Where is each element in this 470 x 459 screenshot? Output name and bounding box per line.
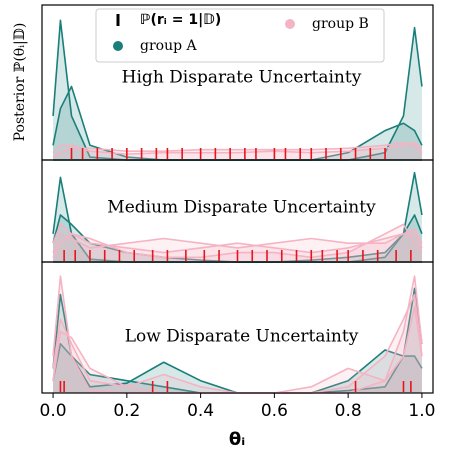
x-tick-label: 0.2 <box>113 401 140 421</box>
x-tick-label: 0.8 <box>335 401 362 421</box>
density-line <box>52 228 423 253</box>
panel-frame <box>41 261 434 394</box>
density-area <box>53 294 422 393</box>
legend-label: group B <box>312 16 369 32</box>
x-tick-label: 0.4 <box>187 401 214 421</box>
density-line <box>52 223 423 254</box>
x-tick-label: 0.6 <box>261 401 288 421</box>
legend-marker <box>113 41 123 51</box>
density-area <box>53 306 422 393</box>
density-area <box>53 229 422 262</box>
density-line <box>52 141 423 158</box>
x-tick-label: 0.0 <box>40 401 67 421</box>
density-area <box>53 343 422 393</box>
legend-box <box>95 8 385 63</box>
panel-title: High Disparate Uncertainty <box>122 68 362 88</box>
density-area <box>53 142 422 160</box>
legend-marker <box>285 19 295 29</box>
density-line <box>52 141 423 155</box>
y-axis-label: Posterior ℙ(θᵢ|𝔻) <box>12 23 28 142</box>
panel-title: Medium Disparate Uncertainty <box>107 198 376 218</box>
density-area <box>53 142 422 160</box>
x-axis-label: θᵢ <box>229 429 245 450</box>
legend-label: group A <box>140 38 198 54</box>
x-tick-label: 1.0 <box>408 401 435 421</box>
panel-title: Low Disparate Uncertainty <box>125 327 359 347</box>
legend-label: ℙ(rᵢ = 1|𝔻) <box>140 12 221 28</box>
